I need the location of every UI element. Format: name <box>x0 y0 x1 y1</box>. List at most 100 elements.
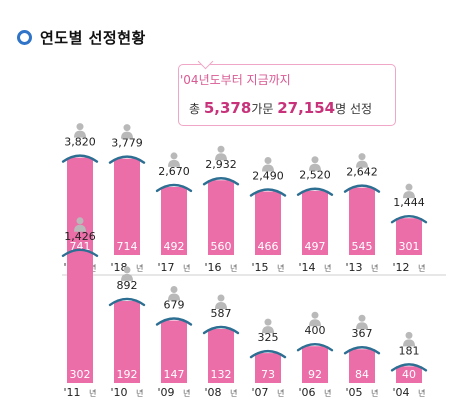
year-label: '14 <box>298 261 315 274</box>
circle-bullet-icon <box>17 29 32 45</box>
callout-total-text: 총 5,378가문 27,154명 선정 <box>189 99 372 117</box>
households-label: 301 <box>399 240 420 253</box>
callout-people-value: 27,154 <box>277 99 336 117</box>
bar-top-bracket <box>108 297 146 307</box>
bar <box>396 218 422 255</box>
bar-top-bracket <box>249 188 287 197</box>
bar <box>302 190 328 255</box>
households-label: 560 <box>211 240 232 253</box>
bar-top-bracket <box>61 248 99 258</box>
summary-callout <box>178 64 396 126</box>
bar <box>208 180 234 255</box>
year-label: '05 <box>345 386 362 399</box>
households-label: 714 <box>117 240 138 253</box>
people-label: 325 <box>258 331 279 344</box>
year-label: '12 <box>392 261 409 274</box>
year-suffix: 년 <box>324 263 331 273</box>
households-label: 545 <box>352 240 373 253</box>
person-icon <box>358 153 366 161</box>
year-label: '06 <box>298 386 315 399</box>
households-label: 466 <box>258 240 279 253</box>
year-label: '16 <box>204 261 221 274</box>
people-label: 1,444 <box>393 196 425 209</box>
bar <box>396 366 422 383</box>
callout-period-text: '04년도부터 지금까지 <box>180 73 291 87</box>
bar <box>349 187 375 255</box>
people-label: 2,520 <box>299 169 331 182</box>
bar-top-bracket <box>343 184 381 193</box>
people-label: 181 <box>399 344 420 357</box>
bar <box>161 320 187 383</box>
bar <box>67 157 93 255</box>
bar <box>114 158 140 255</box>
bar <box>255 353 281 383</box>
chart-title-row: 연도별 선정현황 <box>17 28 146 47</box>
person-icon <box>74 130 86 138</box>
person-icon <box>123 124 131 132</box>
households-label: 73 <box>261 368 275 381</box>
person-icon <box>356 160 368 168</box>
bar-top-bracket <box>390 214 428 224</box>
person-icon <box>217 145 225 153</box>
person-icon <box>309 319 321 327</box>
person-icon <box>123 266 131 274</box>
year-label: '07 <box>251 386 268 399</box>
people-label: 367 <box>352 327 373 340</box>
person-icon <box>264 157 272 165</box>
households-label: 302 <box>70 368 91 381</box>
person-icon <box>76 217 84 225</box>
callout-households-unit: 가문 <box>251 102 278 116</box>
person-icon <box>170 152 178 160</box>
bar <box>161 186 187 255</box>
bar-top-bracket <box>296 187 334 196</box>
bar-top-bracket <box>390 363 428 372</box>
callout-prefix: 총 <box>189 102 204 116</box>
people-label: 3,779 <box>111 137 143 150</box>
year-label: '15 <box>251 261 268 274</box>
person-icon <box>405 183 413 191</box>
households-label: 84 <box>355 368 369 381</box>
year-label: '04 <box>392 386 409 399</box>
people-label: 587 <box>211 307 232 320</box>
bar <box>67 251 93 383</box>
households-label: 132 <box>211 368 232 381</box>
bar-top-bracket <box>343 346 381 355</box>
people-label: 679 <box>164 299 185 312</box>
year-suffix: 년 <box>89 388 96 398</box>
year-label: '10 <box>110 386 127 399</box>
person-icon <box>170 286 178 294</box>
households-label: 497 <box>305 240 326 253</box>
chart-title: 연도별 선정현황 <box>40 28 146 47</box>
bar <box>255 191 281 255</box>
bar <box>302 346 328 383</box>
people-label: 1,426 <box>64 230 96 243</box>
year-suffix: 년 <box>136 263 143 273</box>
bar-top-bracket <box>249 349 287 359</box>
year-label: '13 <box>345 261 362 274</box>
people-label: 892 <box>117 279 138 292</box>
year-label: '09 <box>157 386 174 399</box>
person-icon <box>262 164 274 172</box>
person-icon <box>215 153 227 161</box>
person-icon <box>356 322 368 330</box>
callout-households-value: 5,378 <box>203 99 252 117</box>
callout-people-unit: 명 선정 <box>335 102 373 116</box>
person-icon <box>358 314 366 322</box>
year-label: '18 <box>110 261 127 274</box>
year-suffix: 년 <box>371 263 378 273</box>
bar <box>208 328 234 383</box>
person-icon <box>309 163 321 171</box>
people-label: 2,490 <box>252 170 284 183</box>
bar-top-bracket <box>202 177 240 186</box>
people-label: 3,820 <box>64 136 96 149</box>
year-suffix: 년 <box>324 388 331 398</box>
bar-top-bracket <box>155 183 193 193</box>
person-icon <box>311 311 319 319</box>
person-icon <box>121 131 133 139</box>
bar-top-bracket <box>155 317 193 326</box>
year-suffix: 년 <box>183 388 190 398</box>
households-label: 147 <box>164 368 185 381</box>
bar-top-bracket <box>61 154 99 163</box>
bar-top-bracket <box>202 325 240 335</box>
year-suffix: 년 <box>418 388 425 398</box>
